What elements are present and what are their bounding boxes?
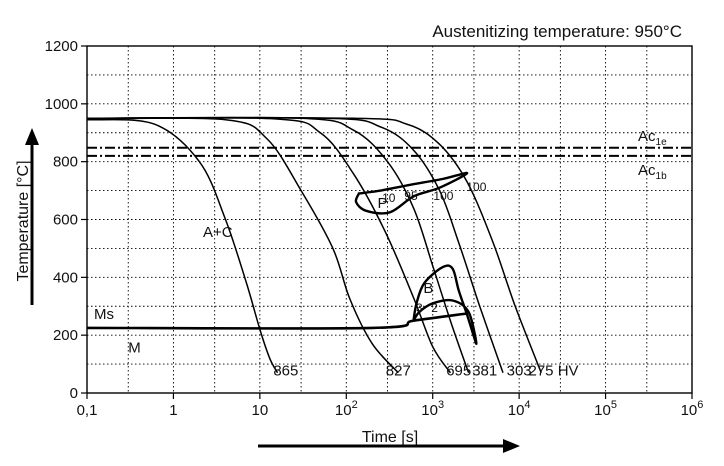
region-label: B — [423, 280, 433, 297]
y-tick-label: 400 — [53, 269, 78, 286]
cooling-curve — [86, 117, 542, 374]
transformation-regions — [86, 171, 478, 346]
y-tick-label: 1000 — [45, 96, 78, 113]
x-tick-label: 103 — [421, 399, 444, 419]
reference-line-label: Ac1b — [638, 162, 667, 182]
reference-line-label: Ac1e — [638, 128, 667, 148]
grid-lines — [87, 46, 692, 393]
x-tick-label: 104 — [508, 399, 531, 419]
phase-percentage-label: 100 — [466, 180, 486, 194]
cooling-curves — [86, 116, 542, 374]
x-axis-label: Time [s] — [362, 429, 418, 446]
reference-lines — [87, 146, 692, 157]
x-tick-label: 0,1 — [77, 402, 98, 419]
hardness-label: 827 — [386, 363, 411, 380]
y-tick-label: 600 — [53, 212, 78, 229]
y-tick-label: 0 — [70, 385, 78, 402]
x-axis-arrow-head — [503, 439, 520, 453]
hardness-label: 303 — [507, 363, 532, 380]
hardness-label: 695 — [446, 363, 471, 380]
x-tick-label: 10 — [252, 402, 269, 419]
phase-percentage-label: 2 — [431, 301, 438, 315]
region-label: M — [128, 340, 141, 357]
bainite-region — [412, 264, 478, 346]
hardness-label: 865 — [273, 363, 298, 380]
cooling-curve — [86, 117, 399, 374]
x-tick-label: 102 — [335, 399, 358, 419]
region-label: A+C — [203, 224, 233, 241]
y-axis-arrow-head — [25, 128, 39, 145]
hardness-label: 275 HV — [529, 363, 579, 380]
phase-percentage-label: 100 — [433, 189, 453, 203]
x-tick-label: 106 — [681, 399, 704, 419]
cooling-curve — [86, 118, 279, 374]
phase-percentage-label: 95 — [404, 189, 418, 203]
chart-title: Austenitizing temperature: 950°C — [432, 22, 682, 41]
y-axis-label: Temperature [°C] — [15, 160, 32, 281]
phase-percentage-label: 3 — [416, 301, 423, 315]
y-tick-label: 1200 — [45, 38, 78, 55]
plot-frame — [81, 45, 693, 399]
x-tick-label: 1 — [169, 402, 177, 419]
phase-percentage-label: 10 — [382, 191, 396, 205]
hardness-label: 381 — [472, 363, 497, 380]
x-tick-label: 105 — [594, 399, 617, 419]
ms-line — [86, 312, 468, 330]
y-tick-label: 800 — [53, 154, 78, 171]
pearlite-region — [354, 171, 469, 215]
ms-label: Ms — [94, 306, 114, 323]
region-label: P — [378, 195, 388, 212]
y-tick-label: 200 — [53, 327, 78, 344]
plot-border — [86, 45, 693, 394]
